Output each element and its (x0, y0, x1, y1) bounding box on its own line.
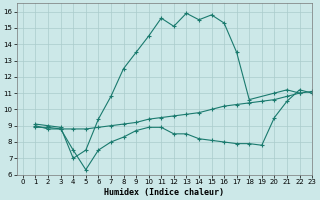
X-axis label: Humidex (Indice chaleur): Humidex (Indice chaleur) (104, 188, 224, 197)
